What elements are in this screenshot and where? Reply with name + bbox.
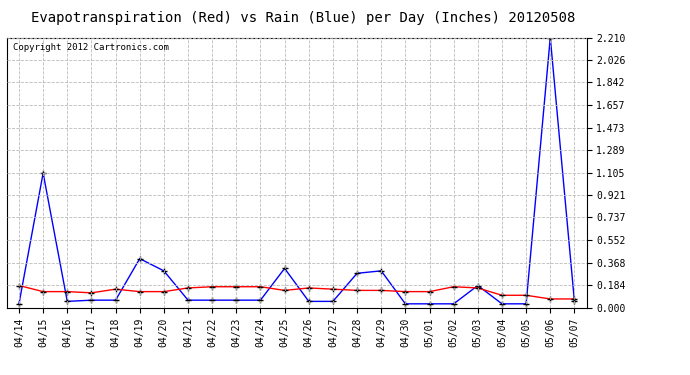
Text: Copyright 2012 Cartronics.com: Copyright 2012 Cartronics.com bbox=[12, 43, 168, 52]
Text: Evapotranspiration (Red) vs Rain (Blue) per Day (Inches) 20120508: Evapotranspiration (Red) vs Rain (Blue) … bbox=[32, 11, 575, 25]
